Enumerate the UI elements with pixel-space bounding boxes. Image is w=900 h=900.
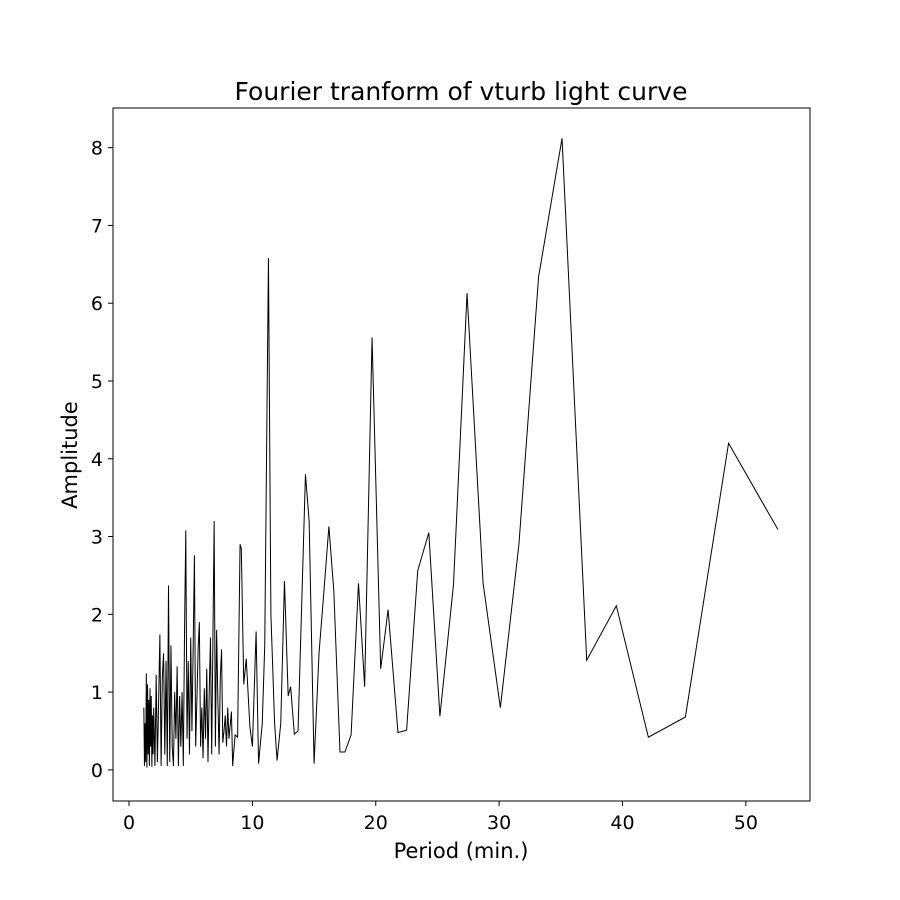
x-tick-label: 40 <box>610 812 634 834</box>
x-axis-label: Period (min.) <box>394 839 529 863</box>
y-tick-label: 8 <box>91 138 103 160</box>
y-tick-label: 5 <box>91 371 103 393</box>
y-tick-label: 4 <box>91 449 103 471</box>
x-tick-label: 30 <box>487 812 511 834</box>
y-tick-label: 6 <box>91 293 103 315</box>
x-tick-label: 10 <box>240 812 264 834</box>
x-tick-label: 0 <box>123 812 135 834</box>
y-tick-label: 3 <box>91 527 103 549</box>
y-axis-label: Amplitude <box>58 401 82 509</box>
x-tick-label: 50 <box>734 812 758 834</box>
y-tick-label: 7 <box>91 215 103 237</box>
data-line <box>143 138 779 768</box>
y-tick-label: 2 <box>91 604 103 626</box>
chart-title: Fourier tranform of vturb light curve <box>235 77 688 106</box>
y-tick-label: 1 <box>91 682 103 704</box>
y-tick-label: 0 <box>91 760 103 782</box>
plot-frame <box>112 107 811 802</box>
x-tick-label: 20 <box>364 812 388 834</box>
